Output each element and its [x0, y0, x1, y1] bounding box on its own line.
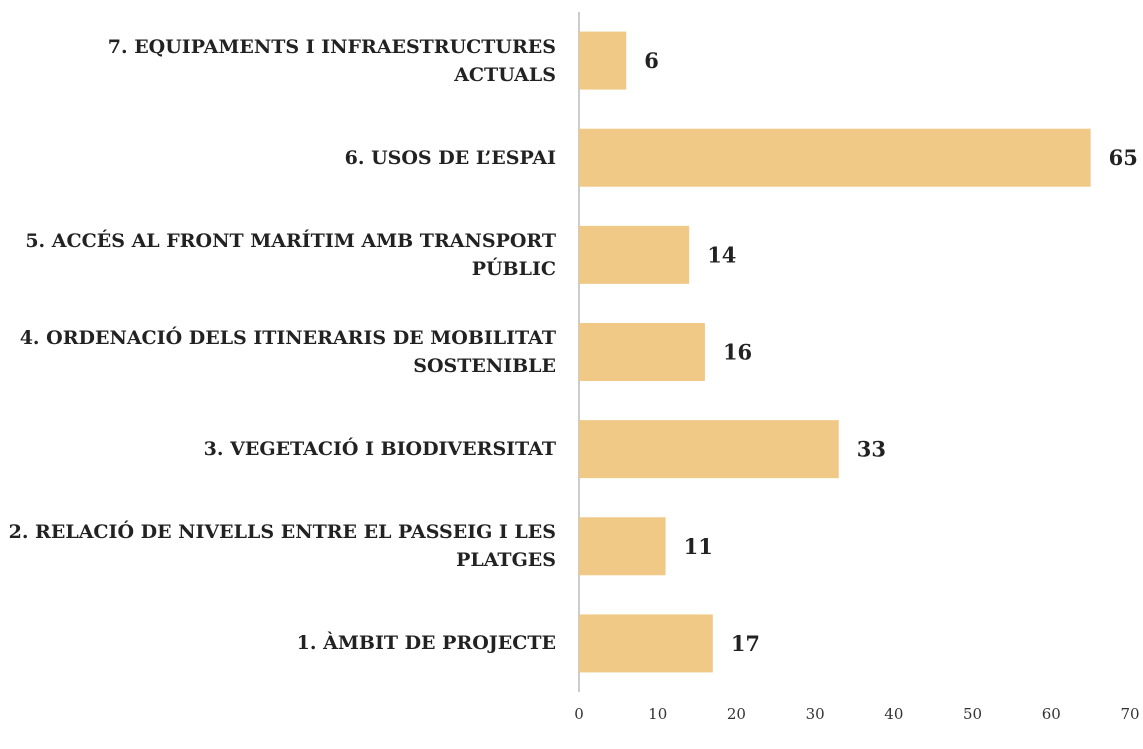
- x-tick-label: 10: [648, 705, 667, 723]
- value-label: 14: [707, 242, 736, 267]
- bar: [579, 225, 690, 284]
- bar: [579, 614, 713, 673]
- y-tick-label: 1. ÀMBIT DE PROJECTE: [296, 632, 556, 655]
- y-tick-label: 7. EQUIPAMENTS I INFRAESTRUCTURES ACTUAL…: [107, 35, 556, 86]
- bar: [579, 517, 666, 576]
- value-label: 33: [857, 437, 886, 462]
- bar: [579, 128, 1091, 187]
- bar: [579, 323, 705, 381]
- x-tick-label: 40: [884, 705, 903, 723]
- value-label: 17: [731, 631, 760, 656]
- value-label: 11: [684, 534, 713, 559]
- y-tick-label: 5. ACCÉS AL FRONT MARÍTIM AMB TRANSPORT …: [25, 229, 556, 280]
- x-tick-label: 70: [1120, 705, 1139, 723]
- x-tick-label: 50: [963, 705, 982, 723]
- value-label: 6: [644, 48, 659, 73]
- y-tick-label: 4. ORDENACIÓ DELS ITINERARIS DE MOBILITA…: [19, 327, 556, 377]
- x-tick-label: 0: [574, 705, 584, 723]
- x-tick-label: 30: [806, 705, 825, 723]
- x-tick-label: 60: [1042, 705, 1061, 723]
- y-tick-label: 2. RELACIÓ DE NIVELLS ENTRE EL PASSEIG I…: [8, 521, 556, 572]
- value-label: 65: [1109, 145, 1138, 170]
- bar: [579, 420, 839, 479]
- value-label: 16: [723, 340, 752, 365]
- bar: [579, 31, 627, 90]
- y-tick-label: 6. USOS DE L’ESPAI: [344, 146, 556, 169]
- x-tick-label: 20: [727, 705, 746, 723]
- y-tick-label: 3. VEGETACIÓ I BIODIVERSITAT: [203, 438, 556, 461]
